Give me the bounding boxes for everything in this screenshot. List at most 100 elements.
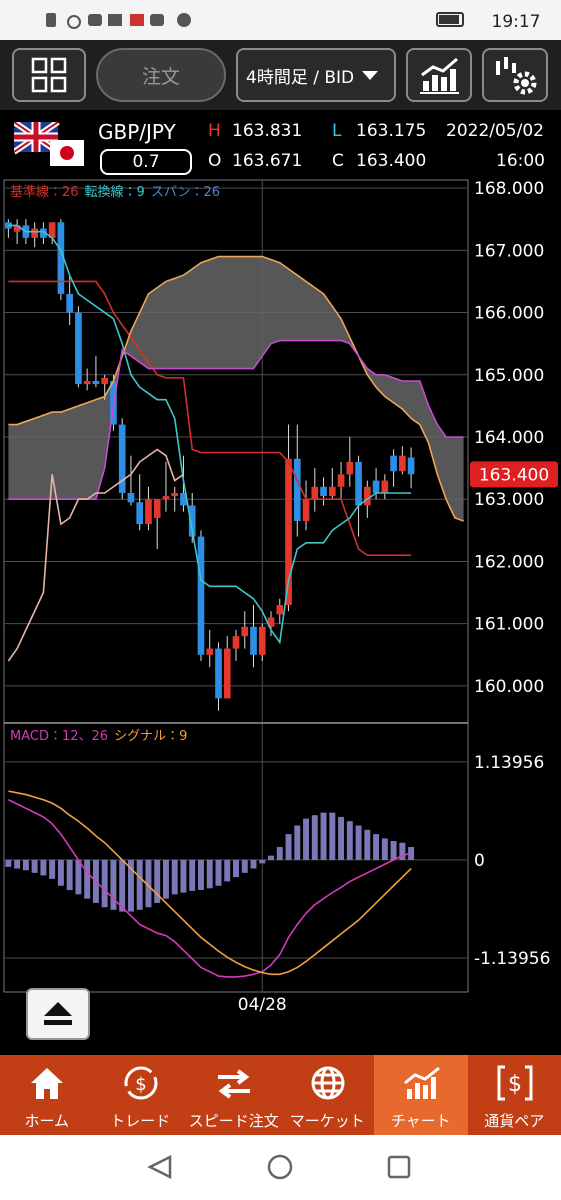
system-nav <box>0 1135 561 1200</box>
candle-body <box>372 480 380 494</box>
y-tick-label: 164.000 <box>474 428 544 448</box>
candle-body <box>118 424 126 494</box>
candle-body <box>48 222 56 238</box>
nav-label: スピード注文 <box>188 1112 279 1130</box>
histogram-bar <box>31 859 38 873</box>
candle-body <box>57 222 65 294</box>
legend-label: 基準線：26 <box>10 184 79 200</box>
pair: GBP/JPY <box>98 120 176 144</box>
settings-button[interactable] <box>482 48 548 102</box>
candle-body <box>206 648 214 655</box>
open-label: O <box>208 151 222 171</box>
histogram-bar <box>189 859 196 891</box>
indicator-line <box>8 280 412 557</box>
histogram-bar <box>136 859 143 910</box>
y-tick-label: 162.000 <box>474 552 544 572</box>
histogram-bar <box>338 816 345 860</box>
close-label: C <box>332 151 344 171</box>
histogram-bar <box>373 834 380 860</box>
indicator-line <box>8 798 412 978</box>
home-icon <box>31 1068 63 1099</box>
nav-chart[interactable]: チャート <box>374 1055 468 1135</box>
candle-body <box>328 486 336 497</box>
histogram-bar <box>101 859 108 908</box>
pair-icon: $ <box>497 1065 532 1101</box>
candle-body <box>390 455 397 472</box>
candle-body <box>223 648 231 699</box>
nav-currency-pair[interactable]: $ 通貨ペア <box>468 1055 561 1135</box>
histogram-bar <box>329 812 336 860</box>
candle-body <box>258 626 266 655</box>
candle-body <box>381 480 389 494</box>
histogram-bar <box>127 859 134 912</box>
nav-label: チャート <box>390 1112 451 1130</box>
histogram-bar <box>268 855 274 860</box>
histogram-bar <box>241 859 248 873</box>
nav-home[interactable]: ホーム <box>0 1055 94 1135</box>
eject-icon <box>44 1002 72 1025</box>
candle-body <box>162 496 170 500</box>
nav-label: トレード <box>110 1112 171 1130</box>
indicator-line <box>8 224 412 645</box>
candle-body <box>31 228 38 238</box>
candle-body <box>399 455 406 472</box>
histogram-bar <box>390 841 397 860</box>
collapse-button[interactable] <box>26 988 90 1040</box>
spread: 0.7 <box>100 149 192 175</box>
timeframe-label: 4時間足 / BID <box>246 67 355 88</box>
nav-label: マーケット <box>289 1112 365 1130</box>
legend-label: シグナル：9 <box>114 729 187 744</box>
nav-speed-order[interactable]: スピード注文 <box>187 1055 281 1135</box>
y-tick-label: 163.000 <box>474 490 544 510</box>
low-label: L <box>332 121 342 141</box>
histogram-bar <box>198 859 204 891</box>
candle-body <box>180 493 187 506</box>
x-tick-label: 04/28 <box>238 995 287 1015</box>
indicator-line <box>7 448 184 662</box>
trade-icon: $ <box>124 1066 157 1100</box>
histogram-bar <box>224 859 231 882</box>
high-label: H <box>208 121 221 141</box>
histogram-bar <box>276 847 283 860</box>
histogram-bar <box>180 859 187 893</box>
histogram-bar <box>364 829 371 860</box>
system-nav-icons <box>147 1154 411 1180</box>
candle-body <box>311 486 319 500</box>
chart-type-button[interactable] <box>406 48 472 102</box>
currency-flags <box>14 122 84 166</box>
candle-body <box>75 312 82 385</box>
indicator-line <box>8 790 412 976</box>
speed-icon <box>218 1069 250 1099</box>
y-tick-label: 0 <box>474 851 485 871</box>
candle-body <box>407 457 415 475</box>
nav-trade[interactable]: $ トレード <box>94 1055 188 1135</box>
histogram-bar <box>162 859 169 899</box>
y-tick-label: 161.000 <box>474 615 544 635</box>
svg-text:$: $ <box>508 1072 522 1097</box>
status-time: 19:17 <box>492 12 541 32</box>
order-button[interactable]: 注文 <box>96 48 226 102</box>
nav-label: ホーム <box>24 1112 70 1130</box>
histogram-bar <box>250 859 257 869</box>
nav-market[interactable]: マーケット <box>281 1055 375 1135</box>
candle-body <box>267 617 275 627</box>
candle-body <box>83 380 91 385</box>
nav-label: 通貨ペア <box>484 1112 545 1130</box>
plot-frame <box>3 179 469 993</box>
candle-body <box>197 536 205 655</box>
histogram-bar <box>294 825 301 860</box>
bottom-nav: ホーム $ トレード スピード注文 マーケット チャート $ 通貨ペア <box>0 1055 561 1135</box>
histogram-bar <box>311 815 318 860</box>
menu-button[interactable] <box>12 48 86 102</box>
price-tag-label: 163.400 <box>479 465 549 485</box>
time: 16:00 <box>496 151 545 171</box>
histogram-bar <box>259 859 266 864</box>
timeframe-dropdown[interactable]: 4時間足 / BID <box>236 48 396 102</box>
candle-body <box>136 502 144 525</box>
legend-label: スパン：26 <box>151 185 220 200</box>
histogram-bar <box>66 859 73 891</box>
candle-body <box>101 377 109 385</box>
histogram-bar <box>381 838 388 860</box>
candle-body <box>285 458 292 606</box>
